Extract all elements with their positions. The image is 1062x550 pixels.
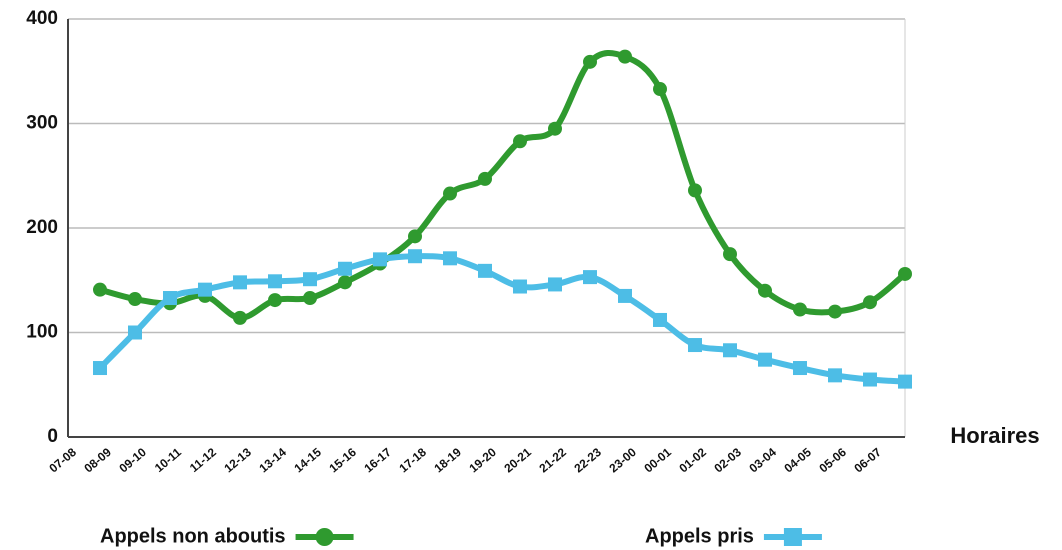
x-tick-label: 20-21 bbox=[501, 445, 534, 476]
point bbox=[548, 277, 562, 292]
y-tick-label: 0 bbox=[47, 426, 58, 447]
point bbox=[618, 288, 632, 303]
legend-item: Appels pris bbox=[645, 525, 822, 547]
x-tick-label: 01-02 bbox=[676, 445, 709, 476]
point bbox=[618, 49, 632, 64]
x-tick-label: 05-06 bbox=[816, 445, 849, 476]
point bbox=[723, 343, 737, 358]
legend-marker bbox=[783, 528, 802, 546]
x-tick-label: 22-23 bbox=[571, 445, 604, 476]
point bbox=[233, 275, 247, 290]
legend-item: Appels non aboutis bbox=[100, 525, 354, 547]
x-tick-label: 00-01 bbox=[641, 445, 674, 476]
point bbox=[408, 249, 422, 264]
point bbox=[408, 229, 422, 244]
point bbox=[198, 282, 212, 297]
point bbox=[443, 186, 457, 201]
point bbox=[828, 304, 842, 319]
point bbox=[163, 291, 177, 306]
point bbox=[793, 302, 807, 317]
point bbox=[513, 134, 527, 149]
point bbox=[443, 251, 457, 266]
x-tick-label: 17-18 bbox=[396, 445, 429, 476]
point bbox=[688, 338, 702, 353]
x-tick-label: 14-15 bbox=[291, 445, 324, 476]
point bbox=[653, 312, 667, 327]
point bbox=[898, 374, 912, 389]
point bbox=[268, 274, 282, 289]
legend-label: Appels pris bbox=[645, 525, 754, 547]
point bbox=[373, 252, 387, 267]
x-tick-label: 10-11 bbox=[152, 445, 184, 475]
point bbox=[898, 266, 912, 281]
y-tick-label: 400 bbox=[26, 8, 58, 29]
point bbox=[303, 291, 317, 306]
point bbox=[828, 368, 842, 383]
y-tick-label: 100 bbox=[26, 322, 58, 343]
point bbox=[583, 270, 597, 285]
point bbox=[128, 292, 142, 307]
y-tick-label: 300 bbox=[26, 113, 58, 134]
point bbox=[93, 282, 107, 297]
x-tick-label: 04-05 bbox=[781, 445, 814, 476]
point bbox=[233, 310, 247, 325]
x-axis-label: Horaires bbox=[950, 423, 1039, 448]
x-tick-label: 16-17 bbox=[361, 445, 394, 476]
point bbox=[723, 247, 737, 262]
point bbox=[863, 372, 877, 387]
x-tick-label: 06-07 bbox=[851, 445, 884, 476]
x-tick-label: 19-20 bbox=[466, 445, 499, 476]
point bbox=[863, 295, 877, 310]
point bbox=[688, 183, 702, 198]
point bbox=[93, 361, 107, 376]
point bbox=[513, 279, 527, 294]
x-tick-label: 07-08 bbox=[46, 445, 79, 476]
x-tick-label: 11-12 bbox=[187, 445, 219, 475]
point bbox=[653, 82, 667, 97]
x-tick-label: 21-22 bbox=[536, 445, 569, 476]
x-tick-label: 08-09 bbox=[81, 445, 114, 476]
legend-marker bbox=[315, 528, 334, 546]
x-tick-label: 02-03 bbox=[711, 445, 744, 476]
point bbox=[548, 121, 562, 136]
x-tick-label: 18-19 bbox=[431, 445, 464, 476]
point bbox=[128, 325, 142, 340]
point bbox=[478, 171, 492, 186]
point bbox=[793, 361, 807, 376]
point bbox=[303, 272, 317, 287]
point bbox=[478, 263, 492, 278]
point bbox=[338, 275, 352, 290]
point bbox=[758, 283, 772, 298]
x-tick-label: 15-16 bbox=[326, 445, 359, 476]
legend-label: Appels non aboutis bbox=[100, 525, 286, 547]
series-line bbox=[97, 253, 906, 385]
x-tick-label: 13-14 bbox=[256, 445, 289, 476]
x-tick-label: 12-13 bbox=[221, 445, 254, 476]
x-tick-label: 09-10 bbox=[116, 445, 149, 476]
x-tick-label: 23-00 bbox=[606, 445, 639, 476]
y-tick-label: 200 bbox=[26, 217, 58, 238]
point bbox=[583, 54, 597, 69]
point bbox=[758, 352, 772, 367]
point bbox=[338, 261, 352, 276]
x-tick-label: 03-04 bbox=[746, 445, 779, 476]
point bbox=[268, 293, 282, 308]
